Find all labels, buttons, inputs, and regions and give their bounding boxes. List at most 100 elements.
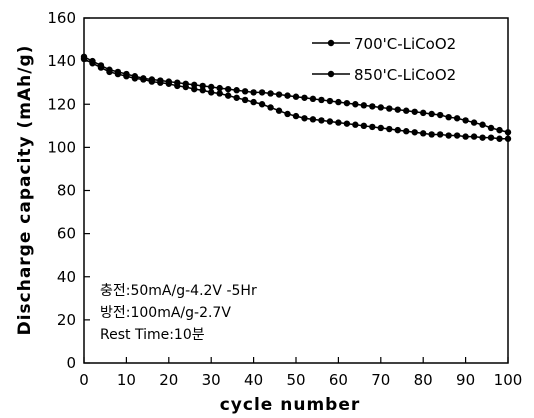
x-tick-label: 50 [286, 371, 305, 389]
data-point [470, 119, 478, 126]
data-point [267, 90, 274, 97]
data-point [479, 134, 486, 141]
x-tick-label: 10 [117, 371, 136, 389]
annotation-discharge: 방전:100mA/g-2.7V [100, 305, 231, 321]
data-point [199, 87, 206, 94]
data-point [216, 84, 223, 92]
data-point [267, 104, 274, 111]
data-point [436, 111, 444, 119]
data-point [157, 79, 164, 86]
x-tick-label: 0 [79, 371, 89, 389]
data-point [284, 110, 291, 118]
data-point [208, 89, 215, 96]
y-tick-label: 20 [57, 311, 76, 329]
data-point [326, 118, 334, 125]
data-point [335, 119, 342, 126]
data-point [420, 130, 427, 137]
data-point [428, 110, 435, 118]
data-point [97, 64, 105, 71]
data-point [165, 80, 172, 87]
data-point [106, 68, 113, 76]
legend-label-700: 700'C-LiCoO2 [354, 35, 456, 53]
data-point [318, 96, 325, 104]
data-point [343, 120, 351, 127]
data-point [80, 55, 88, 63]
data-point [377, 124, 384, 132]
data-point [318, 117, 325, 124]
data-point [445, 132, 452, 139]
data-point [250, 98, 257, 106]
data-point [284, 92, 291, 99]
series-850 [80, 55, 512, 142]
x-tick-label: 70 [371, 371, 390, 389]
x-axis-ticks: 0 10 20 30 40 50 60 70 80 90 100 [79, 357, 522, 389]
y-tick-label: 80 [57, 182, 76, 200]
data-point [89, 60, 96, 67]
data-point [420, 109, 427, 117]
data-point [224, 92, 232, 99]
data-point [292, 112, 300, 120]
data-point [479, 121, 486, 128]
x-tick-label: 100 [494, 371, 523, 389]
data-point [301, 94, 308, 101]
y-axis-label: Discharge capacity (mAh/g) [15, 45, 35, 336]
data-point [140, 76, 147, 83]
data-point [394, 106, 401, 113]
data-point [360, 122, 368, 130]
data-point [343, 99, 351, 107]
x-tick-label: 60 [329, 371, 348, 389]
data-point [445, 113, 452, 121]
data-point [504, 135, 512, 142]
data-point [309, 116, 317, 123]
data-point [462, 133, 469, 140]
annotation-block: 충전:50mA/g-4.2V -5Hr 방전:100mA/g-2.7V Rest… [100, 283, 257, 343]
data-point [292, 93, 300, 100]
data-point [470, 133, 478, 140]
data-point [487, 124, 495, 132]
data-point [241, 88, 249, 95]
y-tick-label: 60 [57, 225, 76, 243]
data-point [216, 90, 223, 97]
data-point [241, 96, 249, 104]
data-point [275, 107, 283, 114]
data-point [462, 117, 469, 124]
data-point [453, 132, 461, 139]
x-tick-label: 30 [202, 371, 221, 389]
data-point [123, 73, 130, 80]
y-tick-label: 100 [47, 138, 76, 156]
data-point [148, 78, 156, 85]
y-tick-label: 140 [47, 52, 76, 70]
data-point [369, 123, 376, 131]
data-point [191, 85, 198, 93]
data-point [301, 115, 308, 122]
x-tick-label: 20 [159, 371, 178, 389]
data-point [487, 134, 495, 141]
data-point [403, 128, 410, 135]
y-tick-label: 0 [66, 354, 76, 372]
data-point [496, 135, 503, 142]
y-tick-label: 120 [47, 95, 76, 113]
data-point [233, 87, 240, 94]
data-point [335, 98, 342, 106]
data-point [233, 94, 240, 101]
data-point [453, 115, 461, 122]
data-point [174, 82, 181, 90]
y-tick-label: 40 [57, 268, 76, 286]
data-point [386, 125, 393, 133]
legend-marker-700 [327, 39, 335, 47]
data-point [411, 129, 418, 136]
x-tick-label: 40 [244, 371, 263, 389]
legend-marker-850 [327, 70, 335, 78]
data-point [131, 75, 139, 82]
legend-label-850: 850'C-LiCoO2 [354, 66, 456, 84]
series-layer [80, 53, 512, 142]
data-point [403, 107, 410, 114]
x-axis-label: cycle number [220, 395, 361, 415]
data-point [360, 102, 368, 109]
x-tick-label: 80 [414, 371, 433, 389]
x-tick-label: 90 [456, 371, 475, 389]
legend: 700'C-LiCoO2 850'C-LiCoO2 [312, 35, 456, 84]
data-point [250, 89, 257, 96]
annotation-rest-time: Rest Time:10분 [100, 327, 205, 343]
